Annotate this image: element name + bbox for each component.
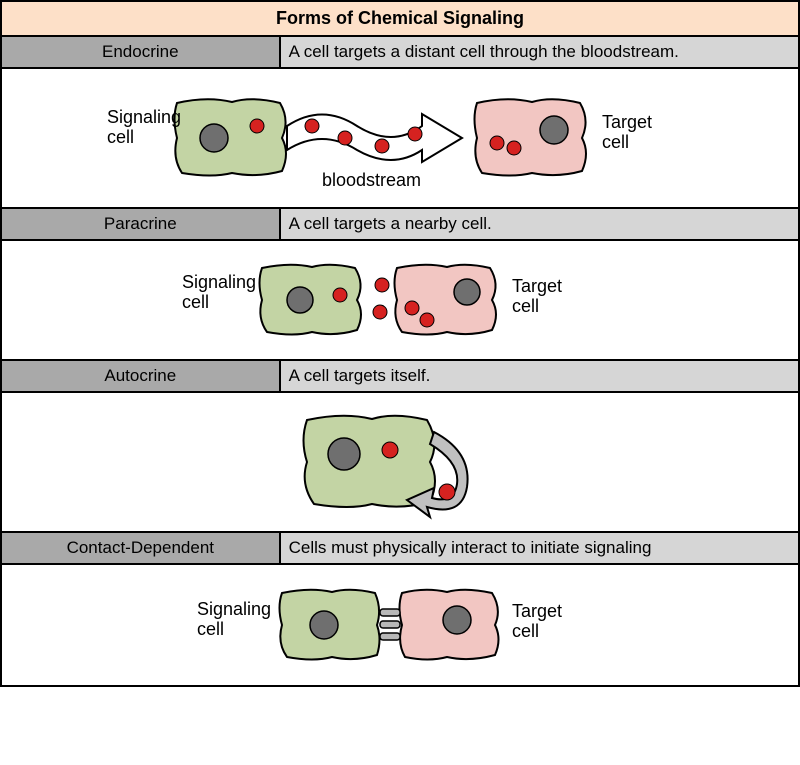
endocrine-svg: Signaling cell Target cell bloodstream [2, 68, 798, 208]
label-signaling-cell2: cell [182, 292, 209, 312]
label-bloodstream: bloodstream [322, 170, 421, 190]
signaling-table: Forms of Chemical Signaling Endocrine A … [0, 0, 800, 687]
row-name: Contact-Dependent [2, 533, 281, 563]
label-target-cell: Target [512, 276, 562, 296]
row-header-paracrine: Paracrine A cell targets a nearby cell. [2, 209, 798, 241]
row-header-autocrine: Autocrine A cell targets itself. [2, 361, 798, 393]
row-header-contact: Contact-Dependent Cells must physically … [2, 533, 798, 565]
table-title: Forms of Chemical Signaling [2, 2, 798, 37]
autocrine-svg [2, 392, 798, 532]
label-signaling-cell2: cell [197, 619, 224, 639]
label-target-cell2: cell [512, 296, 539, 316]
diagram-autocrine [2, 393, 798, 533]
label-signaling-cell: Signaling [182, 272, 256, 292]
row-desc: Cells must physically interact to initia… [281, 533, 798, 563]
row-desc: A cell targets a distant cell through th… [281, 37, 798, 67]
junction-icon [380, 609, 400, 640]
diagram-endocrine: Signaling cell Target cell bloodstream [2, 69, 798, 209]
row-desc: A cell targets a nearby cell. [281, 209, 798, 239]
paracrine-svg: Signaling cell Target cell [2, 240, 798, 360]
label-signaling-cell2: cell [107, 127, 134, 147]
label-target-cell: Target [512, 601, 562, 621]
label-signaling-cell: Signaling [197, 599, 271, 619]
row-desc: A cell targets itself. [281, 361, 798, 391]
contact-svg: Signaling cell Target cell [2, 565, 798, 685]
row-name: Paracrine [2, 209, 281, 239]
label-target-cell2: cell [602, 132, 629, 152]
diagram-paracrine: Signaling cell Target cell [2, 241, 798, 361]
label-signaling-cell: Signaling [107, 107, 181, 127]
row-header-endocrine: Endocrine A cell targets a distant cell … [2, 37, 798, 69]
diagram-contact: Signaling cell Target cell [2, 565, 798, 685]
row-name: Endocrine [2, 37, 281, 67]
label-target-cell2: cell [512, 621, 539, 641]
label-target-cell: Target [602, 112, 652, 132]
row-name: Autocrine [2, 361, 281, 391]
